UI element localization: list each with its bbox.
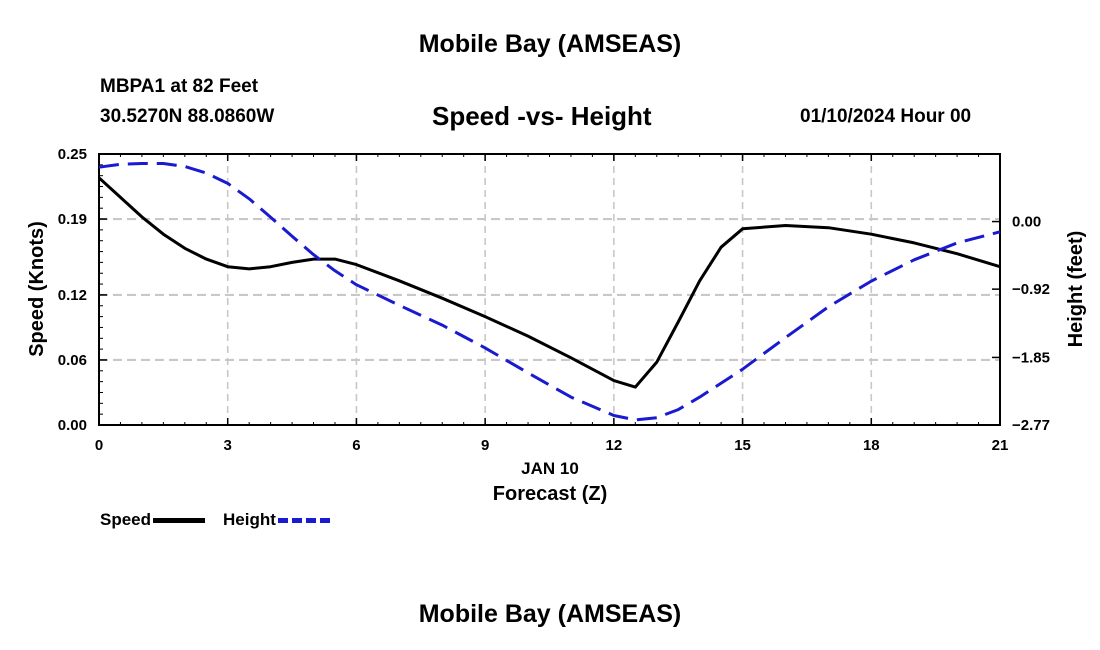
legend-label-speed: Speed xyxy=(100,510,152,529)
station-coordinates: 30.5270N 88.0860W xyxy=(100,106,275,127)
y-tick-label: 0.25 xyxy=(58,146,87,163)
top-title: Mobile Bay (AMSEAS) xyxy=(418,30,682,58)
x-date-label: JAN 10 xyxy=(521,459,579,478)
chart-title: Speed -vs- Height xyxy=(432,101,652,131)
forecast-datetime: 01/10/2024 Hour 00 xyxy=(800,106,972,127)
x-tick-label: 6 xyxy=(352,437,360,454)
axis-ticks xyxy=(98,153,1001,426)
x-tick-label: 12 xyxy=(606,437,623,454)
bottom-title: Mobile Bay (AMSEAS) xyxy=(418,600,682,628)
legend-swatch-height xyxy=(277,517,330,523)
grid-lines xyxy=(99,154,1000,425)
y-axis-title: Speed (Knots) xyxy=(26,221,48,357)
plot-border xyxy=(98,153,1001,426)
y2-axis-title: Height (feet) xyxy=(1065,231,1087,348)
series-group xyxy=(97,162,1001,422)
legend-item-height: Height xyxy=(223,510,330,530)
y2-tick-label: −2.77 xyxy=(1012,417,1050,434)
y2-tick-label: −1.85 xyxy=(1012,349,1050,366)
x-tick-label: 15 xyxy=(734,437,751,454)
x-tick-label: 9 xyxy=(481,437,489,454)
speed-series-line xyxy=(97,176,1001,389)
x-tick-label: 0 xyxy=(95,437,103,454)
legend-label-height: Height xyxy=(223,510,276,529)
y-tick-label: 0.19 xyxy=(58,211,87,228)
x-tick-label: 3 xyxy=(224,437,232,454)
axis-labels: 0 3 6 9 12 15 18 21 0.00 0.06 0.12 0.19 0.25 −2.77 −1.… xyxy=(26,146,1087,505)
y-tick-label: 0.00 xyxy=(58,417,87,434)
legend-item-speed: Speed xyxy=(100,510,206,530)
height-series-line xyxy=(98,162,1001,422)
y-tick-label: 0.12 xyxy=(58,287,87,304)
plot-frame xyxy=(98,153,1001,426)
legend-swatch-speed xyxy=(153,517,206,523)
station-label: MBPA1 at 82 Feet xyxy=(100,76,259,97)
x-tick-label: 18 xyxy=(863,437,880,454)
legend: Speed Height xyxy=(100,509,348,531)
y2-tick-label: 0.00 xyxy=(1012,214,1041,231)
y2-tick-label: −0.92 xyxy=(1012,281,1050,298)
x-axis-title: Forecast (Z) xyxy=(493,483,607,505)
y-tick-label: 0.06 xyxy=(58,352,87,369)
x-tick-label: 21 xyxy=(992,437,1009,454)
